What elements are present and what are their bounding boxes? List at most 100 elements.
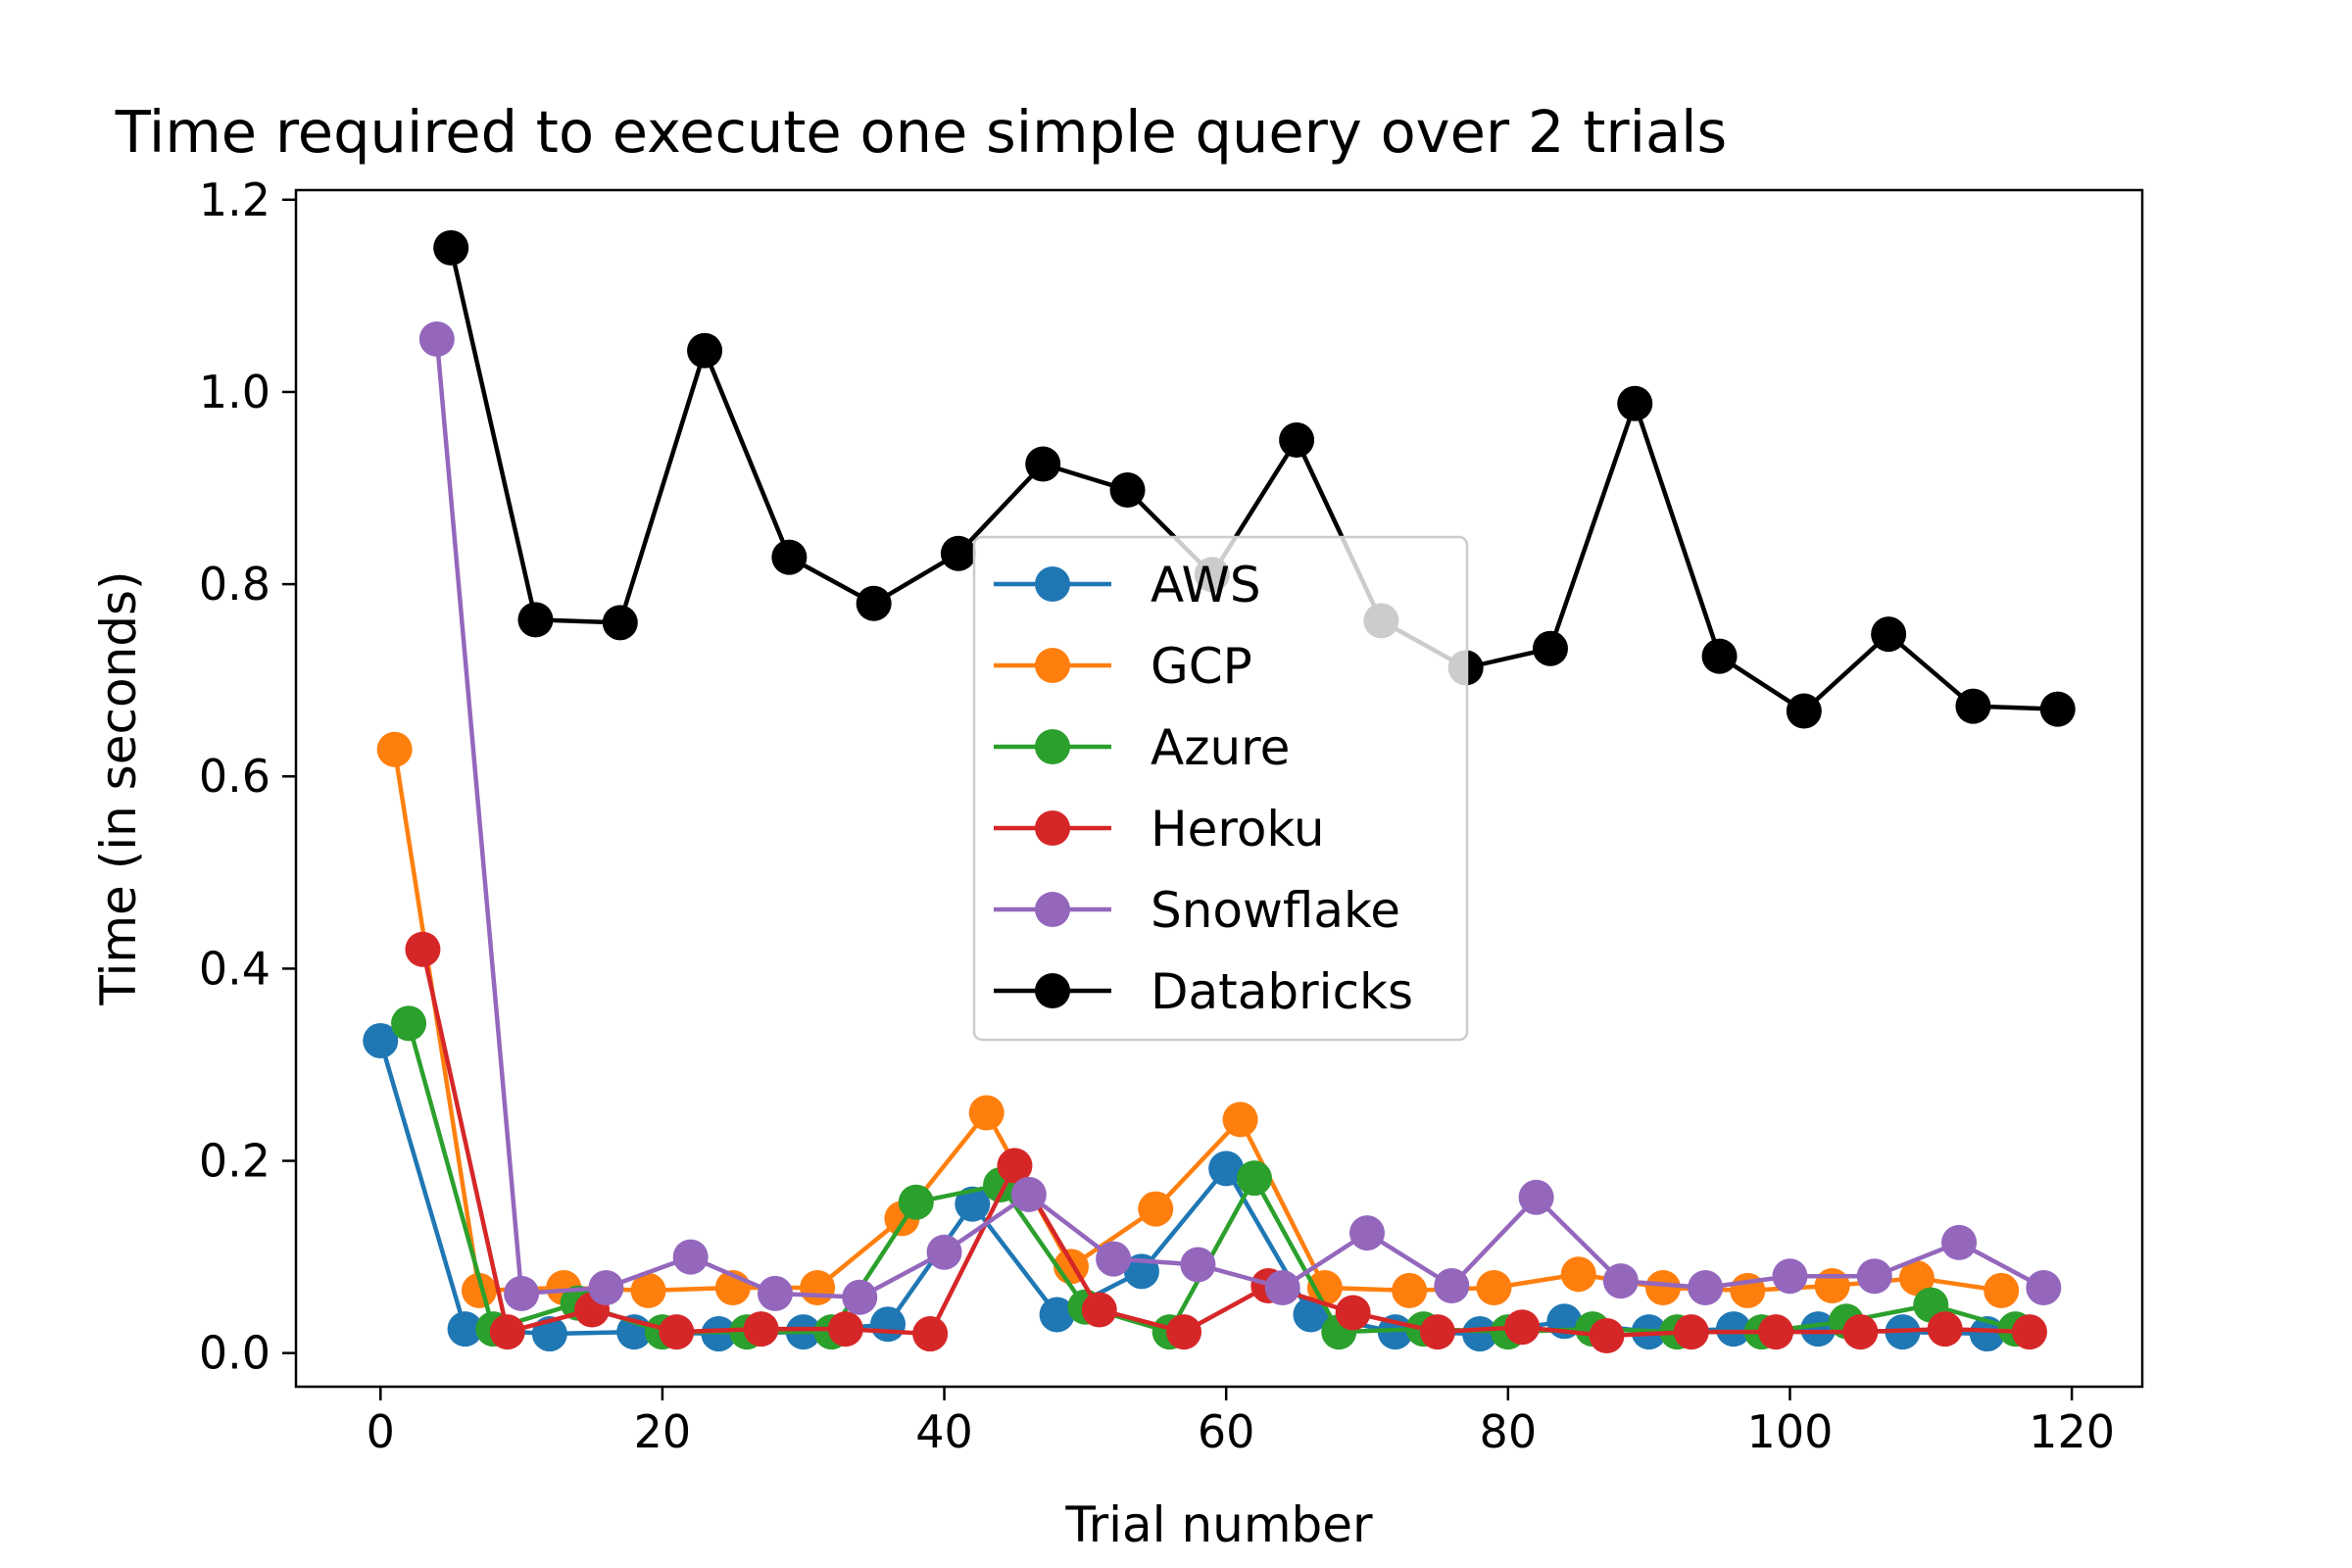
legend-box — [972, 535, 1469, 1042]
data-point-gcp — [376, 731, 413, 767]
data-point-snowflake — [926, 1234, 962, 1270]
data-point-snowflake — [1349, 1215, 1386, 1251]
data-point-databricks — [940, 535, 976, 571]
data-point-heroku — [827, 1311, 863, 1348]
x-tick-label: 20 — [634, 1405, 692, 1458]
x-axis: 0 20 40 60 80 100 120 — [367, 1387, 2115, 1458]
x-tick-label: 100 — [1747, 1405, 1834, 1458]
data-point-databricks — [602, 605, 638, 641]
data-point-databricks — [687, 332, 723, 368]
data-point-snowflake — [1010, 1176, 1047, 1212]
series-snowflake — [418, 321, 2062, 1315]
data-point-heroku — [2011, 1314, 2047, 1350]
data-point-azure — [391, 1005, 427, 1042]
legend-label-azure: Azure — [1151, 719, 1290, 776]
x-tick-label: 60 — [1198, 1405, 1255, 1458]
data-point-databricks — [433, 229, 469, 266]
data-point-gcp — [1392, 1272, 1428, 1308]
data-point-aws — [1800, 1311, 1837, 1348]
legend-label-snowflake: Snowflake — [1151, 882, 1400, 939]
data-point-snowflake — [588, 1269, 624, 1305]
data-point-snowflake — [418, 321, 455, 358]
legend-marker-snowflake — [1035, 892, 1070, 927]
data-point-heroku — [1589, 1318, 1625, 1354]
data-point-gcp — [800, 1269, 836, 1305]
data-point-aws — [1293, 1297, 1329, 1333]
data-point-gcp — [1984, 1272, 2020, 1308]
y-axis-label: Time (in seconds) — [90, 570, 147, 1005]
data-point-snowflake — [2026, 1269, 2062, 1305]
y-tick-label: 0.2 — [199, 1135, 270, 1188]
data-point-heroku — [1081, 1292, 1117, 1328]
data-point-snowflake — [1264, 1269, 1300, 1305]
data-point-azure — [898, 1184, 934, 1220]
data-point-gcp — [1814, 1268, 1850, 1304]
data-point-snowflake — [1434, 1268, 1470, 1304]
chart-title: Time required to execute one simple quer… — [115, 98, 1728, 166]
data-point-gcp — [1476, 1269, 1512, 1305]
data-point-aws — [1208, 1151, 1245, 1187]
data-point-databricks — [771, 539, 808, 575]
legend-item-heroku: Heroku — [994, 801, 1325, 858]
series-heroku — [405, 931, 2047, 1354]
data-point-databricks — [2039, 691, 2076, 727]
series-layer — [363, 229, 2076, 1354]
x-axis-label: Trial number — [1064, 1496, 1373, 1553]
legend-item-gcp: GCP — [994, 638, 1252, 695]
legend-item-databricks: Databricks — [994, 963, 1413, 1020]
data-point-snowflake — [504, 1275, 540, 1311]
data-point-heroku — [743, 1311, 779, 1348]
legend-marker-heroku — [1035, 810, 1070, 846]
legend-marker-aws — [1035, 566, 1070, 602]
x-tick-label: 0 — [367, 1405, 395, 1458]
data-point-aws — [447, 1311, 483, 1348]
x-tick-label: 40 — [915, 1405, 973, 1458]
data-point-aws — [870, 1306, 906, 1343]
data-point-databricks — [1871, 616, 1907, 653]
data-point-databricks — [1955, 688, 1991, 724]
y-axis: 0.0 0.2 0.4 0.6 0.8 1.0 1.2 — [199, 173, 296, 1380]
data-point-gcp — [1560, 1256, 1596, 1293]
y-tick-label: 0.0 — [199, 1327, 270, 1380]
data-point-gcp — [1138, 1191, 1174, 1227]
data-point-aws — [1715, 1311, 1751, 1348]
data-point-heroku — [1504, 1309, 1541, 1346]
data-point-gcp — [968, 1095, 1004, 1131]
legend-marker-gcp — [1035, 648, 1070, 683]
data-point-snowflake — [1096, 1241, 1132, 1277]
data-point-heroku — [997, 1148, 1033, 1184]
data-point-aws — [363, 1022, 399, 1058]
legend-marker-databricks — [1035, 973, 1070, 1008]
legend-marker-azure — [1035, 729, 1070, 764]
plot-frame — [294, 188, 2144, 1389]
data-point-azure — [1236, 1160, 1272, 1197]
data-point-heroku — [1166, 1314, 1202, 1350]
y-tick-label: 1.2 — [199, 173, 270, 226]
legend-item-azure: Azure — [994, 719, 1290, 776]
data-point-gcp — [630, 1272, 666, 1308]
legend-label-heroku: Heroku — [1151, 801, 1325, 858]
data-point-heroku — [1927, 1311, 1963, 1348]
y-tick-label: 1.0 — [199, 366, 270, 418]
data-point-gcp — [461, 1272, 497, 1308]
y-tick-label: 0.4 — [199, 942, 270, 995]
data-point-snowflake — [1941, 1224, 1978, 1260]
data-point-aws — [955, 1186, 991, 1222]
data-point-gcp — [1222, 1102, 1258, 1138]
data-point-heroku — [1419, 1314, 1455, 1350]
data-point-snowflake — [1772, 1258, 1808, 1295]
y-tick-label: 0.8 — [199, 558, 270, 611]
data-point-databricks — [517, 602, 554, 638]
data-point-databricks — [1025, 446, 1061, 482]
data-point-heroku — [659, 1314, 695, 1350]
data-point-snowflake — [842, 1279, 878, 1315]
data-point-databricks — [1532, 630, 1568, 666]
data-point-snowflake — [672, 1239, 709, 1275]
data-point-heroku — [405, 931, 441, 967]
legend-item-snowflake: Snowflake — [994, 882, 1400, 939]
data-point-databricks — [856, 585, 892, 621]
data-point-databricks — [1701, 638, 1738, 674]
y-tick-label: 0.6 — [199, 750, 270, 803]
data-point-heroku — [1842, 1314, 1879, 1350]
